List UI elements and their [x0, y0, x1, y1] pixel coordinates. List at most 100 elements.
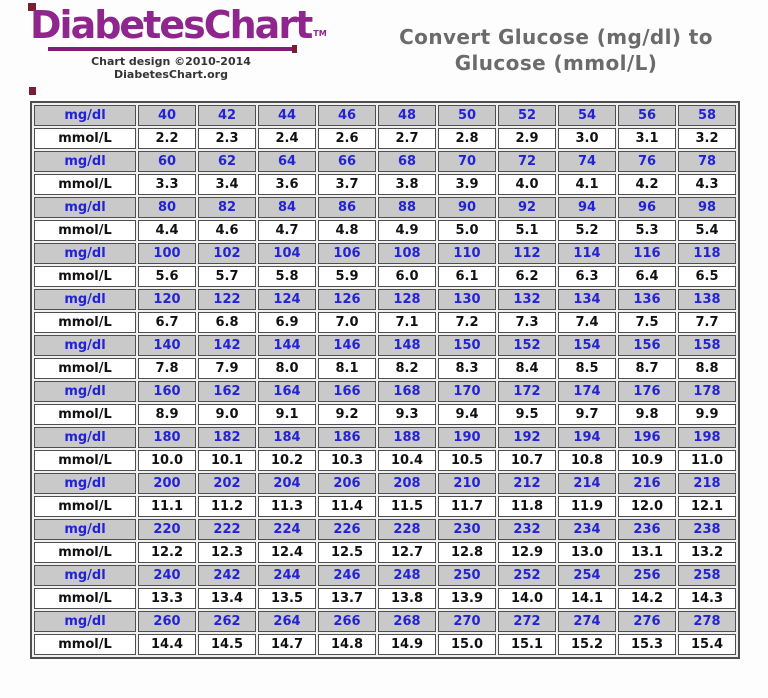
mmol-row-label: mmol/L — [34, 312, 136, 333]
mmol-value-cell: 13.8 — [378, 588, 436, 609]
mgdl-value-cell: 130 — [438, 289, 496, 310]
mmol-value-cell: 12.5 — [318, 542, 376, 563]
mmol-value-cell: 10.9 — [618, 450, 676, 471]
mgdl-value-cell: 224 — [258, 519, 316, 540]
mmol-value-cell: 6.1 — [438, 266, 496, 287]
logo-corner-mark-top — [28, 3, 36, 11]
mmol-value-cell: 10.2 — [258, 450, 316, 471]
mgdl-value-cell: 258 — [678, 565, 736, 586]
mgdl-value-cell: 46 — [318, 105, 376, 126]
mgdl-value-cell: 254 — [558, 565, 616, 586]
mmol-row: mmol/L 5.6 5.7 5.8 5.9 6.0 6.1 6.2 6.3 6.4 6.5 — [34, 266, 736, 287]
logo-underline-end-mark — [292, 44, 297, 53]
mmol-value-cell: 8.9 — [138, 404, 196, 425]
mgdl-value-cell: 228 — [378, 519, 436, 540]
mgdl-value-cell: 100 — [138, 243, 196, 264]
mgdl-value-cell: 184 — [258, 427, 316, 448]
mgdl-value-cell: 52 — [498, 105, 556, 126]
mmol-value-cell: 8.2 — [378, 358, 436, 379]
mmol-value-cell: 5.3 — [618, 220, 676, 241]
logo-credit-line2: DiabetesChart.org — [114, 68, 228, 82]
mmol-value-cell: 5.2 — [558, 220, 616, 241]
mmol-value-cell: 6.2 — [498, 266, 556, 287]
mmol-value-cell: 7.5 — [618, 312, 676, 333]
mmol-value-cell: 4.9 — [378, 220, 436, 241]
mgdl-value-cell: 232 — [498, 519, 556, 540]
mgdl-value-cell: 142 — [198, 335, 256, 356]
mmol-value-cell: 2.6 — [318, 128, 376, 149]
mmol-value-cell: 7.3 — [498, 312, 556, 333]
mgdl-row-label: mg/dl — [34, 611, 136, 632]
mgdl-row-label: mg/dl — [34, 243, 136, 264]
mmol-row: mmol/L 14.4 14.5 14.7 14.8 14.9 15.0 15.1 15.2 15… — [34, 634, 736, 655]
mgdl-value-cell: 208 — [378, 473, 436, 494]
mgdl-row-label: mg/dl — [34, 289, 136, 310]
logo-underline — [48, 44, 297, 53]
mgdl-value-cell: 188 — [378, 427, 436, 448]
mmol-value-cell: 8.5 — [558, 358, 616, 379]
mmol-value-cell: 2.2 — [138, 128, 196, 149]
mmol-value-cell: 3.7 — [318, 174, 376, 195]
mmol-value-cell: 12.4 — [258, 542, 316, 563]
mgdl-value-cell: 104 — [258, 243, 316, 264]
mgdl-row-label: mg/dl — [34, 197, 136, 218]
mmol-value-cell: 15.1 — [498, 634, 556, 655]
mgdl-value-cell: 44 — [258, 105, 316, 126]
mgdl-row: mg/dl 180 182 184 186 188 190 192 194 196 198 — [34, 427, 736, 448]
mmol-value-cell: 2.7 — [378, 128, 436, 149]
mmol-value-cell: 4.2 — [618, 174, 676, 195]
mgdl-row-label: mg/dl — [34, 565, 136, 586]
mmol-value-cell: 14.1 — [558, 588, 616, 609]
mmol-row: mmol/L 12.2 12.3 12.4 12.5 12.7 12.8 12.9 13.0 13… — [34, 542, 736, 563]
page-title-line1: Convert Glucose (mg/dl) to — [399, 25, 713, 49]
mgdl-value-cell: 246 — [318, 565, 376, 586]
mgdl-row-label: mg/dl — [34, 519, 136, 540]
mgdl-value-cell: 238 — [678, 519, 736, 540]
mmol-row-label: mmol/L — [34, 634, 136, 655]
mmol-row: mmol/L 13.3 13.4 13.5 13.7 13.8 13.9 14.0 14.1 14… — [34, 588, 736, 609]
mmol-row-label: mmol/L — [34, 174, 136, 195]
mgdl-value-cell: 88 — [378, 197, 436, 218]
mmol-row: mmol/L 10.0 10.1 10.2 10.3 10.4 10.5 10.7 10.8 10… — [34, 450, 736, 471]
mgdl-value-cell: 54 — [558, 105, 616, 126]
mgdl-row: mg/dl 220 222 224 226 228 230 232 234 236 238 — [34, 519, 736, 540]
mmol-value-cell: 9.2 — [318, 404, 376, 425]
mmol-value-cell: 9.8 — [618, 404, 676, 425]
mmol-value-cell: 7.2 — [438, 312, 496, 333]
mmol-value-cell: 14.3 — [678, 588, 736, 609]
mgdl-value-cell: 74 — [558, 151, 616, 172]
conversion-table-body: mg/dl 40 42 44 46 48 50 52 54 56 58 mmol/L 2.2 2.3 2.4… — [34, 105, 736, 655]
mmol-value-cell: 14.0 — [498, 588, 556, 609]
mmol-value-cell: 12.7 — [378, 542, 436, 563]
mgdl-value-cell: 182 — [198, 427, 256, 448]
mmol-value-cell: 5.4 — [678, 220, 736, 241]
mgdl-value-cell: 216 — [618, 473, 676, 494]
mgdl-row-label: mg/dl — [34, 105, 136, 126]
mgdl-value-cell: 262 — [198, 611, 256, 632]
mgdl-value-cell: 114 — [558, 243, 616, 264]
mgdl-value-cell: 276 — [618, 611, 676, 632]
mgdl-value-cell: 264 — [258, 611, 316, 632]
mgdl-row: mg/dl 160 162 164 166 168 170 172 174 176 178 — [34, 381, 736, 402]
mmol-value-cell: 15.0 — [438, 634, 496, 655]
mmol-value-cell: 7.0 — [318, 312, 376, 333]
mgdl-value-cell: 242 — [198, 565, 256, 586]
mgdl-value-cell: 166 — [318, 381, 376, 402]
mmol-value-cell: 13.2 — [678, 542, 736, 563]
mmol-value-cell: 6.5 — [678, 266, 736, 287]
mmol-value-cell: 14.9 — [378, 634, 436, 655]
mmol-value-cell: 13.0 — [558, 542, 616, 563]
mmol-value-cell: 11.4 — [318, 496, 376, 517]
mmol-value-cell: 2.3 — [198, 128, 256, 149]
mgdl-value-cell: 136 — [618, 289, 676, 310]
logo-corner-mark-bottom — [29, 87, 36, 95]
mmol-value-cell: 14.2 — [618, 588, 676, 609]
logo: DiabetesChart TM Chart design ©2010-2014 … — [30, 5, 327, 82]
mgdl-value-cell: 206 — [318, 473, 376, 494]
mgdl-value-cell: 214 — [558, 473, 616, 494]
mgdl-value-cell: 106 — [318, 243, 376, 264]
mgdl-value-cell: 252 — [498, 565, 556, 586]
mgdl-value-cell: 274 — [558, 611, 616, 632]
mmol-value-cell: 15.3 — [618, 634, 676, 655]
